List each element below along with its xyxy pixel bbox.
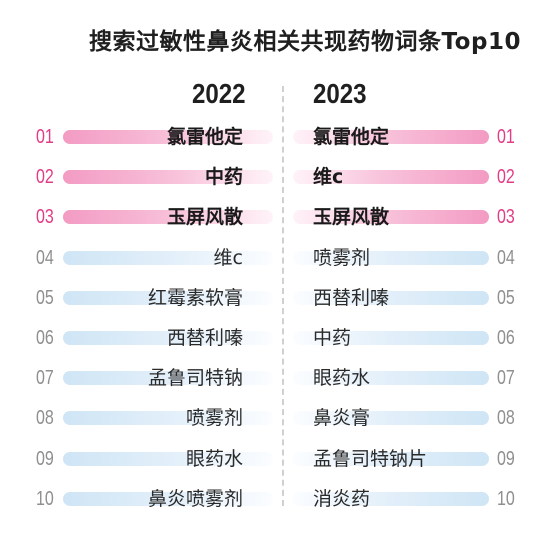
left-2022-item-label: 喷雾剂 xyxy=(185,407,243,430)
right-2023-row-3: 03 玉屏风散 xyxy=(0,202,554,232)
left-2022-rank-number: 07 xyxy=(36,367,54,390)
left-2022-item-label: 中药 xyxy=(204,166,243,189)
left-2022-rank-bar xyxy=(63,210,273,225)
right-2023-item-label: 西替利嗪 xyxy=(313,286,390,309)
left-2022-rank-number: 01 xyxy=(36,126,54,148)
year-2023-header: 2023 xyxy=(313,78,367,109)
right-2023-rank-number: 02 xyxy=(497,166,515,189)
right-2023-rank-number: 10 xyxy=(497,487,515,510)
right-2023-rank-bar xyxy=(293,130,489,144)
left-2022-item-label: 孟鲁司特钠 xyxy=(147,367,243,390)
left-2022-rank-number: 03 xyxy=(36,206,54,229)
left-2022-rank-bar xyxy=(63,250,273,265)
right-2023-item-label: 玉屏风散 xyxy=(313,206,390,229)
left-2022-row-6: 06 西替利嗪 xyxy=(0,323,554,353)
right-2023-item-label: 孟鲁司特钠片 xyxy=(313,447,428,470)
left-2022-row-9: 09 眼药水 xyxy=(0,444,554,474)
left-2022-row-7: 07 孟鲁司特钠 xyxy=(0,363,554,393)
right-2023-rank-bar xyxy=(293,371,489,386)
right-2023-row-6: 06 中药 xyxy=(0,323,554,353)
left-2022-rank-number: 06 xyxy=(36,327,54,349)
right-2023-item-label: 氯雷他定 xyxy=(313,126,390,148)
left-2022-rank-number: 02 xyxy=(36,166,54,189)
left-2022-rank-bar xyxy=(63,331,273,345)
chart-title: 搜索过敏性鼻炎相关共现药物词条Top10 xyxy=(89,29,521,55)
right-2023-row-1: 01 氯雷他定 xyxy=(0,122,554,152)
left-2022-rank-bar xyxy=(63,371,273,386)
right-2023-rank-number: 08 xyxy=(497,407,515,430)
left-2022-item-label: 维c xyxy=(213,246,243,269)
left-2022-rank-bar xyxy=(63,130,273,144)
right-2023-rank-bar xyxy=(293,210,489,225)
left-2022-rank-bar xyxy=(63,451,273,466)
year-2022-header: 2022 xyxy=(192,78,246,109)
right-2023-rank-bar xyxy=(293,290,489,305)
column-divider xyxy=(282,86,284,506)
left-2022-item-label: 玉屏风散 xyxy=(166,206,243,229)
right-2023-item-label: 维c xyxy=(313,166,344,189)
left-2022-rank-bar xyxy=(63,170,273,185)
right-2023-row-8: 08 鼻炎膏 xyxy=(0,403,554,433)
left-2022-rank-number: 08 xyxy=(36,407,54,430)
left-2022-row-10: 10 鼻炎喷雾剂 xyxy=(0,484,554,514)
left-2022-row-4: 04 维c xyxy=(0,243,554,273)
left-2022-row-8: 08 喷雾剂 xyxy=(0,403,554,433)
left-2022-item-label: 鼻炎喷雾剂 xyxy=(147,487,243,510)
left-2022-rank-number: 09 xyxy=(36,447,54,470)
left-2022-rank-number: 05 xyxy=(36,286,54,309)
right-2023-row-5: 05 西替利嗪 xyxy=(0,283,554,313)
right-2023-rank-number: 09 xyxy=(497,447,515,470)
right-2023-rank-bar xyxy=(293,411,489,426)
right-2023-item-label: 中药 xyxy=(313,327,352,349)
left-2022-row-3: 03 玉屏风散 xyxy=(0,202,554,232)
right-2023-rank-number: 03 xyxy=(497,206,515,229)
left-2022-row-1: 01 氯雷他定 xyxy=(0,122,554,152)
right-2023-row-4: 04 喷雾剂 xyxy=(0,243,554,273)
right-2023-rank-bar xyxy=(293,451,489,466)
right-2023-rank-number: 07 xyxy=(497,367,515,390)
right-2023-row-9: 09 孟鲁司特钠片 xyxy=(0,444,554,474)
right-2023-rank-bar xyxy=(293,491,489,506)
left-2022-row-5: 05 红霉素软膏 xyxy=(0,283,554,313)
left-2022-rank-bar xyxy=(63,491,273,506)
right-2023-item-label: 眼药水 xyxy=(313,367,371,390)
left-2022-item-label: 眼药水 xyxy=(185,447,243,470)
right-2023-rank-bar xyxy=(293,250,489,265)
right-2023-row-7: 07 眼药水 xyxy=(0,363,554,393)
right-2023-rank-number: 01 xyxy=(497,126,515,148)
left-2022-item-label: 氯雷他定 xyxy=(166,126,243,148)
right-2023-rank-bar xyxy=(293,331,489,345)
right-2023-rank-bar xyxy=(293,170,489,185)
right-2023-item-label: 消炎药 xyxy=(313,487,371,510)
right-2023-row-2: 02 维c xyxy=(0,162,554,192)
left-2022-rank-number: 04 xyxy=(36,246,54,269)
left-2022-item-label: 红霉素软膏 xyxy=(147,286,243,309)
right-2023-item-label: 喷雾剂 xyxy=(313,246,371,269)
right-2023-item-label: 鼻炎膏 xyxy=(313,407,371,430)
left-2022-rank-number: 10 xyxy=(36,487,54,510)
left-2022-row-2: 02 中药 xyxy=(0,162,554,192)
left-2022-rank-bar xyxy=(63,290,273,305)
right-2023-rank-number: 06 xyxy=(497,327,515,349)
left-2022-item-label: 西替利嗪 xyxy=(166,327,243,349)
right-2023-rank-number: 05 xyxy=(497,286,515,309)
right-2023-row-10: 10 消炎药 xyxy=(0,484,554,514)
right-2023-rank-number: 04 xyxy=(497,246,515,269)
left-2022-rank-bar xyxy=(63,411,273,426)
